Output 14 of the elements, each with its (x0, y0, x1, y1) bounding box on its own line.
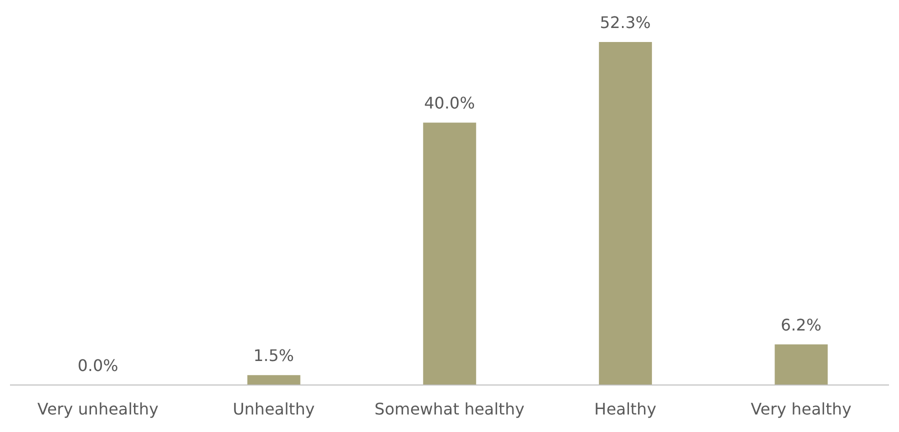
x-tick-label: Very unhealthy (37, 399, 158, 418)
data-label: 40.0% (424, 94, 475, 113)
x-tick-label: Healthy (594, 399, 656, 418)
data-label: 6.2% (780, 315, 822, 334)
bar (598, 42, 652, 385)
x-tick-label: Somewhat healthy (374, 399, 524, 418)
bar (423, 122, 476, 385)
x-tick-label: Unhealthy (232, 399, 315, 418)
x-tick-label: Very healthy (750, 399, 852, 418)
bar (247, 375, 300, 385)
data-label: 1.5% (253, 346, 294, 366)
data-label: 52.3% (600, 13, 651, 32)
bar (774, 344, 828, 385)
data-label: 0.0% (78, 356, 118, 375)
